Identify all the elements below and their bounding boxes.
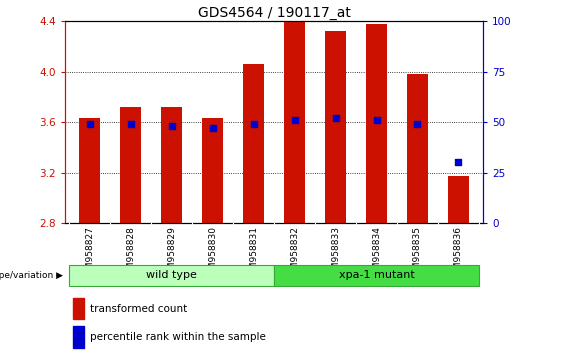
Text: percentile rank within the sample: percentile rank within the sample xyxy=(90,332,266,342)
Point xyxy=(126,121,135,127)
Text: GSM958833: GSM958833 xyxy=(331,226,340,281)
Bar xyxy=(284,19,305,223)
Bar xyxy=(244,64,264,223)
Bar xyxy=(79,118,100,223)
Text: GSM958832: GSM958832 xyxy=(290,226,299,281)
Text: GSM958835: GSM958835 xyxy=(413,226,422,281)
Bar xyxy=(73,298,84,319)
Text: GSM958831: GSM958831 xyxy=(249,226,258,281)
Text: transformed count: transformed count xyxy=(90,303,188,314)
Point xyxy=(290,117,299,123)
Text: xpa-1 mutant: xpa-1 mutant xyxy=(338,270,414,280)
Text: GSM958834: GSM958834 xyxy=(372,226,381,281)
Point xyxy=(167,123,176,129)
Title: GDS4564 / 190117_at: GDS4564 / 190117_at xyxy=(198,6,350,20)
Bar xyxy=(366,24,387,223)
Point xyxy=(85,121,94,127)
Text: GSM958829: GSM958829 xyxy=(167,226,176,281)
Bar xyxy=(73,326,84,348)
Text: GSM958828: GSM958828 xyxy=(126,226,135,281)
Bar xyxy=(407,74,428,223)
Bar xyxy=(161,107,182,223)
Point xyxy=(372,117,381,123)
Text: wild type: wild type xyxy=(146,270,197,280)
Point xyxy=(208,125,217,131)
Bar xyxy=(120,107,141,223)
Bar xyxy=(69,265,274,286)
Text: GSM958827: GSM958827 xyxy=(85,226,94,281)
Bar xyxy=(274,265,479,286)
Point xyxy=(454,160,463,165)
Text: GSM958836: GSM958836 xyxy=(454,226,463,281)
Bar xyxy=(325,32,346,223)
Point xyxy=(331,115,340,121)
Text: GSM958830: GSM958830 xyxy=(208,226,217,281)
Text: genotype/variation ▶: genotype/variation ▶ xyxy=(0,271,63,280)
Point xyxy=(413,121,422,127)
Bar xyxy=(448,176,469,223)
Bar xyxy=(202,118,223,223)
Point xyxy=(249,121,258,127)
